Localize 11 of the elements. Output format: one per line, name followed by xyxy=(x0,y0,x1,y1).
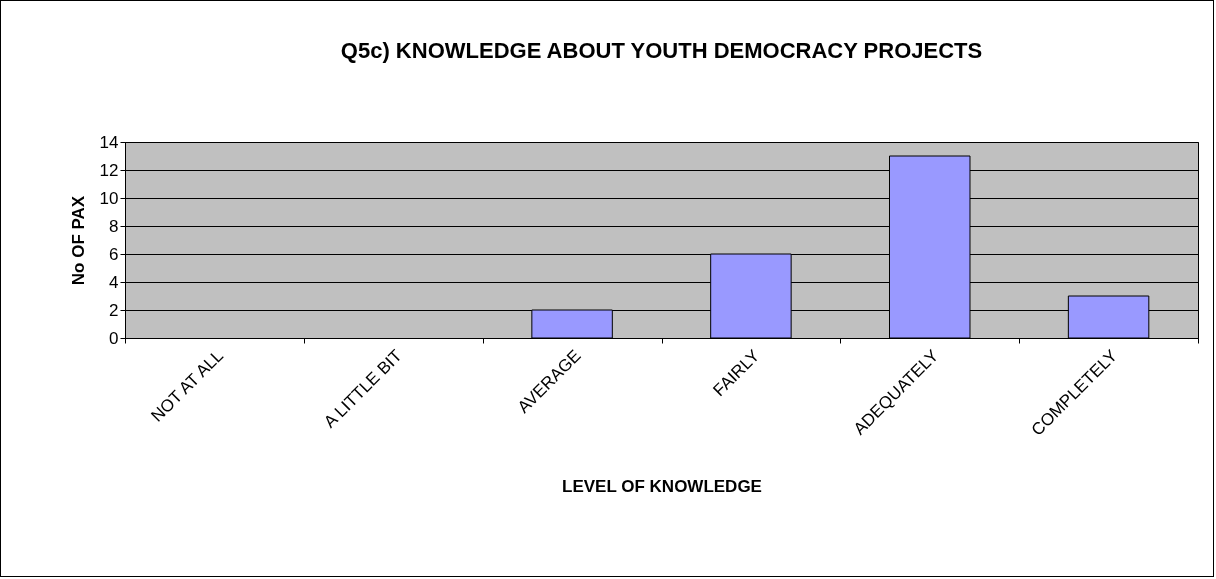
y-tick-label: 4 xyxy=(109,272,119,292)
y-tick-label: 2 xyxy=(109,300,119,320)
y-tick-label: 10 xyxy=(99,188,119,208)
y-tick-label: 14 xyxy=(99,132,119,152)
chart-title: Q5c) KNOWLEDGE ABOUT YOUTH DEMOCRACY PROJECTS xyxy=(340,38,983,63)
y-tick-label: 6 xyxy=(109,244,119,264)
y-tick-label: 8 xyxy=(109,216,119,236)
y-tick-label: 12 xyxy=(99,160,119,180)
y-axis-title: No OF PAX xyxy=(68,195,88,286)
y-tick-label: 0 xyxy=(109,328,119,348)
x-axis-title: LEVEL OF KNOWLEDGE xyxy=(562,476,762,496)
